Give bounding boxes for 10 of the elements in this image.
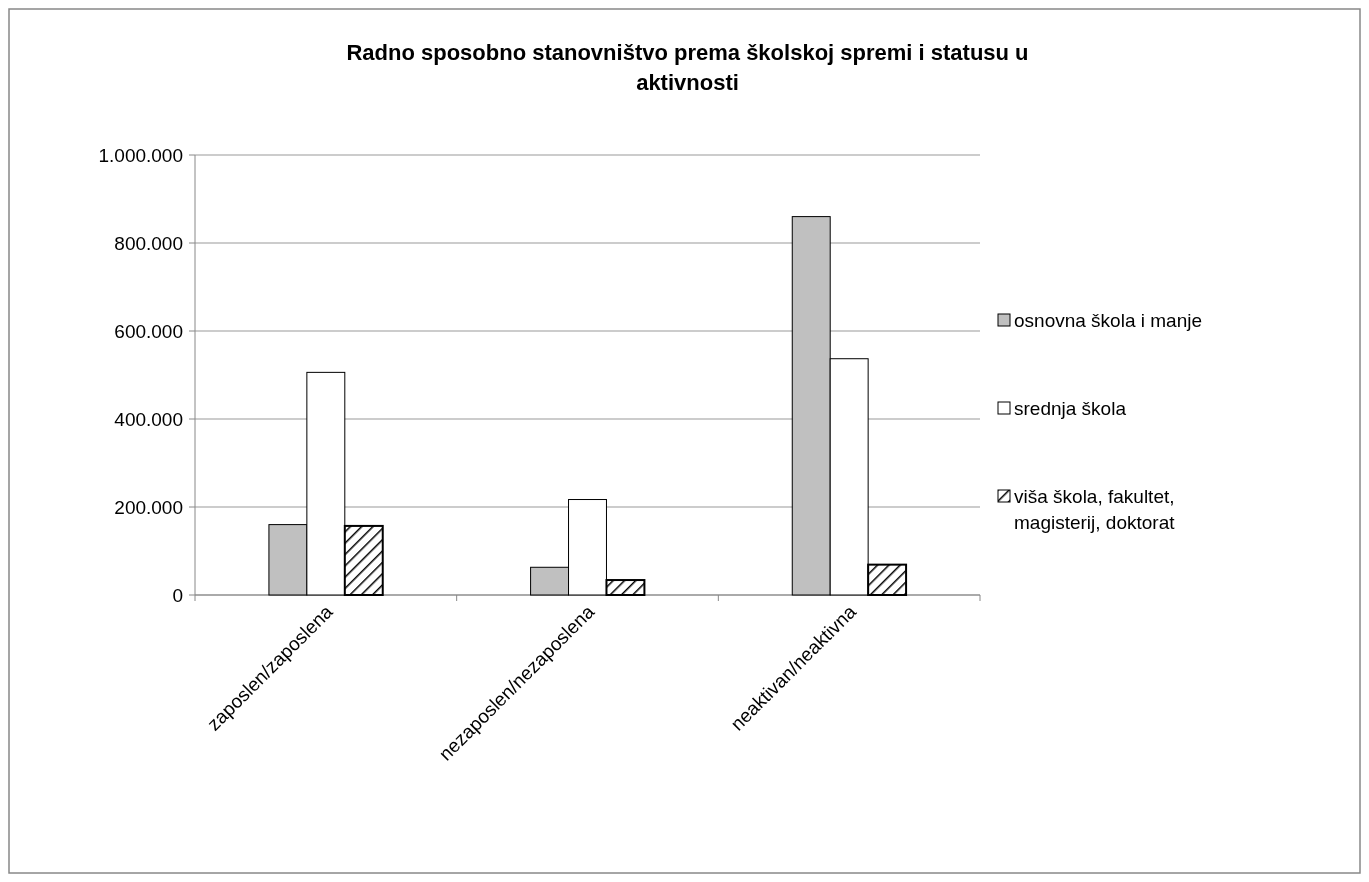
- y-tick-label: 400.000: [114, 408, 183, 430]
- legend-label: viša škola, fakultet, magisterij, doktorat: [1014, 485, 1176, 533]
- y-tick-label: 1.000.000: [98, 144, 183, 166]
- chart-title: Radno sposobno stanovništvo prema školskoj spremi i statusu u aktivnosti: [346, 40, 1029, 95]
- legend-label: srednja škola: [1014, 397, 1127, 419]
- y-tick-label: 200.000: [114, 496, 183, 518]
- legend-label: osnovna škola i manje: [1014, 309, 1202, 331]
- y-tick-label: 800.000: [114, 232, 183, 254]
- y-tick-label: 600.000: [114, 320, 183, 342]
- y-tick-label: 0: [172, 584, 183, 606]
